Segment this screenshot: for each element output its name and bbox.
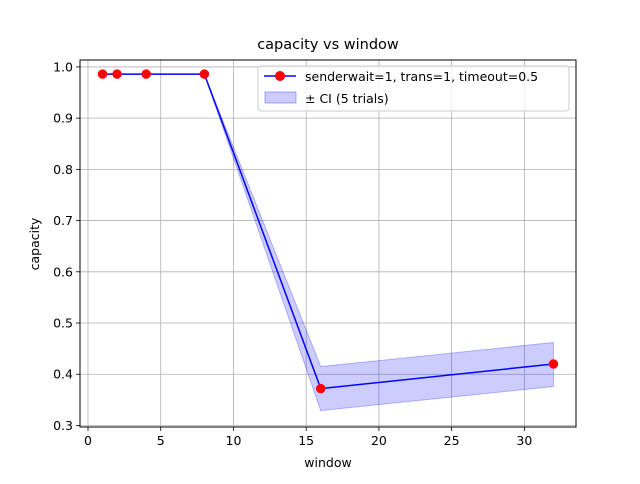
x-axis-label: window bbox=[304, 455, 351, 470]
x-tick-label: 30 bbox=[516, 433, 532, 448]
data-point bbox=[315, 383, 326, 394]
legend-band-label: ± CI (5 trials) bbox=[305, 91, 389, 106]
x-axis-ticks: 0 5 10 15 20 25 30 bbox=[84, 427, 532, 448]
x-tick-label: 10 bbox=[226, 433, 242, 448]
x-tick-label: 0 bbox=[84, 433, 92, 448]
x-tick-label: 5 bbox=[157, 433, 165, 448]
legend-marker-swatch bbox=[275, 71, 285, 81]
y-tick-label: 0.5 bbox=[53, 316, 73, 331]
y-axis-ticks: 0.3 0.4 0.5 0.6 0.7 0.8 0.9 1.0 bbox=[53, 59, 80, 433]
x-tick-label: 20 bbox=[371, 433, 387, 448]
y-tick-label: 1.0 bbox=[53, 59, 73, 74]
legend-frame bbox=[257, 65, 570, 112]
y-tick-label: 0.6 bbox=[53, 264, 73, 279]
data-point bbox=[112, 69, 122, 79]
legend-series-label: senderwait=1, trans=1, timeout=0.5 bbox=[305, 69, 538, 84]
chart-title: capacity vs window bbox=[257, 37, 399, 53]
data-point bbox=[199, 69, 210, 79]
y-tick-label: 0.3 bbox=[53, 418, 73, 433]
plot-area-frame bbox=[79, 59, 577, 428]
data-point bbox=[97, 69, 108, 79]
data-point bbox=[141, 69, 151, 79]
x-tick-label: 15 bbox=[298, 433, 314, 448]
x-tick-label: 25 bbox=[444, 433, 460, 448]
y-tick-label: 0.7 bbox=[53, 213, 73, 228]
legend-band-swatch bbox=[264, 91, 297, 104]
y-tick-label: 0.4 bbox=[53, 367, 73, 382]
y-tick-label: 0.8 bbox=[53, 162, 73, 177]
data-point bbox=[548, 359, 559, 369]
y-axis-label: capacity bbox=[27, 217, 42, 270]
y-tick-label: 0.9 bbox=[53, 111, 73, 126]
legend: senderwait=1, trans=1, timeout=0.5 ± CI … bbox=[257, 65, 570, 112]
series-markers bbox=[97, 69, 559, 394]
